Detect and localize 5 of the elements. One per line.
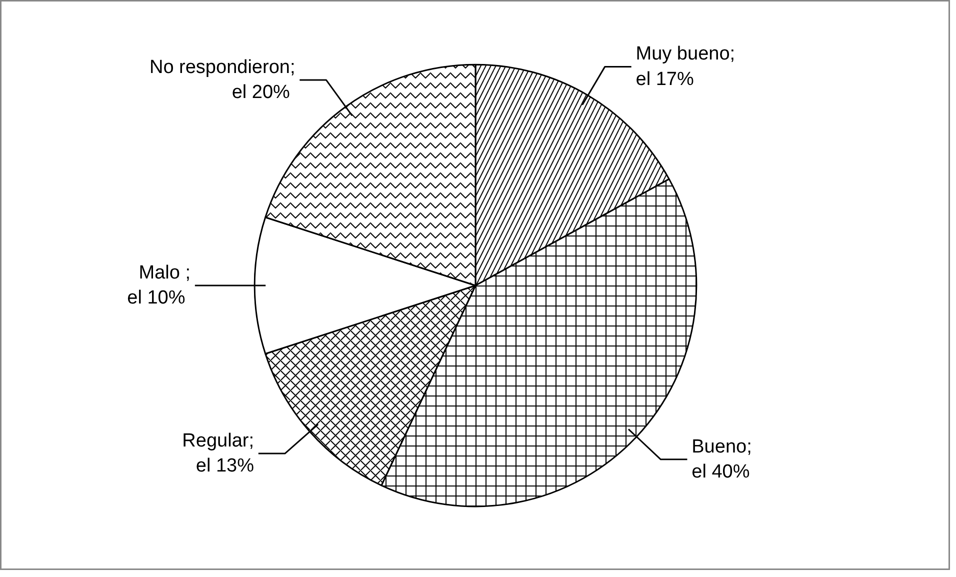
slice-label: Malo ; el 10% — [127, 262, 191, 309]
slice-label: Regular; el 13% — [182, 430, 254, 477]
slice-label: Bueno; el 40% — [692, 436, 752, 483]
slice-label: Muy bueno; el 17% — [636, 44, 736, 90]
slice-label: No respondieron; el 20% — [149, 56, 296, 104]
